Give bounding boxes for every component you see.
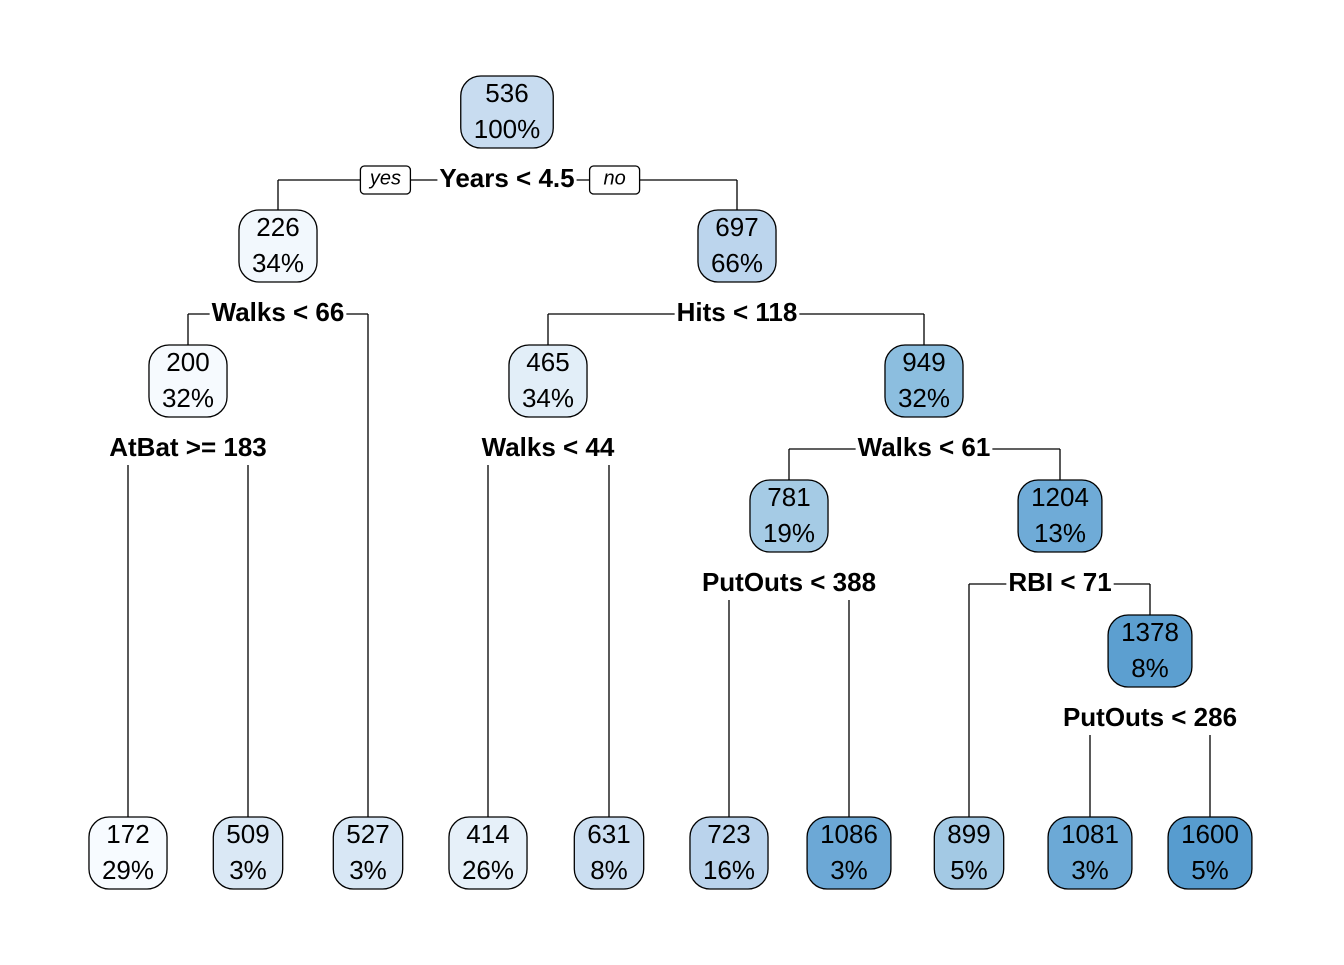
branch-tag-box xyxy=(588,165,641,195)
node-box xyxy=(1167,816,1253,890)
node-box xyxy=(212,816,284,890)
node-percent: 26% xyxy=(462,855,514,885)
tree-node: 1378 8% xyxy=(1107,614,1193,688)
node-value: 899 xyxy=(947,819,990,849)
node-box xyxy=(508,344,588,418)
branch-tag-text: yes xyxy=(368,167,401,189)
node-box xyxy=(749,479,829,553)
split-label: AtBat >= 183 xyxy=(109,432,267,462)
split-label: PutOuts < 388 xyxy=(702,567,876,597)
node-box xyxy=(1017,479,1103,553)
node-box xyxy=(1107,614,1193,688)
node-value: 781 xyxy=(767,482,810,512)
split-label: Hits < 118 xyxy=(677,297,798,327)
node-value: 527 xyxy=(346,819,389,849)
branch-tag-box xyxy=(359,165,412,195)
node-percent: 8% xyxy=(590,855,628,885)
split-label: Walks < 61 xyxy=(858,432,991,462)
node-value: 1600 xyxy=(1181,819,1239,849)
split-label: Years < 4.5 xyxy=(439,163,574,193)
node-value: 509 xyxy=(226,819,269,849)
split-label: RBI < 71 xyxy=(1008,567,1111,597)
node-value: 200 xyxy=(166,347,209,377)
node-percent: 3% xyxy=(830,855,868,885)
node-value: 949 xyxy=(902,347,945,377)
node-value: 226 xyxy=(256,212,299,242)
node-value: 536 xyxy=(485,78,528,108)
node-value: 414 xyxy=(466,819,509,849)
node-box xyxy=(88,816,168,890)
node-value: 1378 xyxy=(1121,617,1179,647)
node-value: 723 xyxy=(707,819,750,849)
node-percent: 19% xyxy=(763,518,815,548)
node-value: 1086 xyxy=(820,819,878,849)
tree-node: 1086 3% xyxy=(806,816,892,890)
node-percent: 8% xyxy=(1131,653,1169,683)
node-value: 172 xyxy=(106,819,149,849)
node-percent: 5% xyxy=(950,855,988,885)
node-percent: 5% xyxy=(1191,855,1229,885)
node-box xyxy=(332,816,404,890)
tree-node: 1081 3% xyxy=(1047,816,1133,890)
node-box xyxy=(806,816,892,890)
node-percent: 34% xyxy=(522,383,574,413)
node-percent: 3% xyxy=(349,855,387,885)
node-value: 465 xyxy=(526,347,569,377)
node-box xyxy=(884,344,964,418)
node-box xyxy=(697,209,777,283)
split-label: Walks < 44 xyxy=(482,432,615,462)
node-box xyxy=(460,75,554,149)
node-box xyxy=(689,816,769,890)
tree-node: 1600 5% xyxy=(1167,816,1253,890)
tree-node: 1204 13% xyxy=(1017,479,1103,553)
node-percent: 13% xyxy=(1034,518,1086,548)
node-percent: 32% xyxy=(162,383,214,413)
split-label: PutOuts < 286 xyxy=(1063,702,1237,732)
branch-tag-text: no xyxy=(603,167,625,189)
node-box xyxy=(1047,816,1133,890)
branch-tag: no xyxy=(588,165,641,195)
node-value: 1081 xyxy=(1061,819,1119,849)
node-box xyxy=(148,344,228,418)
node-box xyxy=(573,816,645,890)
node-percent: 100% xyxy=(474,114,541,144)
nodes: 536100%22634%69766%20032%46534%94932%781… xyxy=(88,75,1253,890)
edges xyxy=(127,179,1211,817)
split-label: Walks < 66 xyxy=(212,297,345,327)
node-percent: 66% xyxy=(711,248,763,278)
node-value: 1204 xyxy=(1031,482,1089,512)
tree-node: 536 100% xyxy=(460,75,554,149)
node-value: 631 xyxy=(587,819,630,849)
node-percent: 34% xyxy=(252,248,304,278)
node-percent: 3% xyxy=(229,855,267,885)
node-box xyxy=(448,816,528,890)
node-value: 697 xyxy=(715,212,758,242)
node-percent: 3% xyxy=(1071,855,1109,885)
node-box xyxy=(238,209,318,283)
branch-tag: yes xyxy=(359,165,412,195)
node-percent: 32% xyxy=(898,383,950,413)
node-percent: 16% xyxy=(703,855,755,885)
node-percent: 29% xyxy=(102,855,154,885)
node-box xyxy=(933,816,1005,890)
